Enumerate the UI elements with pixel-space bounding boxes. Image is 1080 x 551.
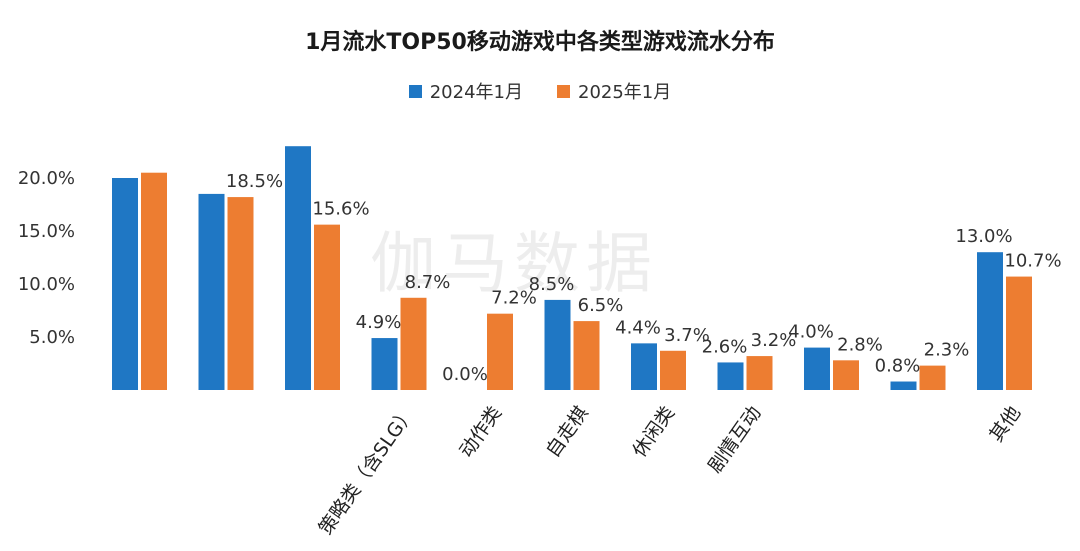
bar-2025 <box>314 224 340 390</box>
bar-2024 <box>631 343 657 390</box>
bar-2024 <box>544 299 571 390</box>
legend-label-2024: 2024年1月 <box>429 82 523 103</box>
data-label: 2.8% <box>837 334 883 355</box>
data-label: 18.5% <box>226 171 283 192</box>
data-label: 3.7% <box>664 325 710 346</box>
y-tick-label: 20.0% <box>18 168 75 189</box>
data-label: 10.7% <box>1004 251 1061 272</box>
x-tick-label: 其他 <box>985 402 1025 446</box>
data-label: 3.2% <box>751 330 797 351</box>
y-tick-label: 15.0% <box>18 221 75 242</box>
legend-item-2024: 2024年1月 <box>408 78 523 104</box>
bar-2025 <box>487 313 513 390</box>
legend-item-2025: 2025年1月 <box>557 78 671 104</box>
y-tick-label: 10.0% <box>18 274 75 295</box>
y-tick-label: 5.0% <box>29 327 75 348</box>
data-label: 2.6% <box>702 336 748 357</box>
bar-2025 <box>141 172 167 390</box>
data-label: 6.5% <box>578 295 624 316</box>
data-label: 4.4% <box>615 317 661 338</box>
data-label: 7.2% <box>491 288 537 309</box>
bar-2025 <box>1006 276 1032 390</box>
bar-2024 <box>371 338 398 390</box>
bar-2024 <box>198 193 225 390</box>
x-tick-label: 剧情互动 <box>704 402 766 477</box>
bar-2025 <box>400 297 427 390</box>
bar-2024 <box>977 252 1003 390</box>
legend-swatch-2025 <box>557 84 570 98</box>
data-label: 0.0% <box>442 364 488 385</box>
bar-2025 <box>660 350 686 390</box>
data-label: 8.7% <box>405 272 451 293</box>
data-label: 4.0% <box>788 322 834 343</box>
bar-2025 <box>573 321 600 390</box>
bar-2024 <box>804 347 830 390</box>
data-label: 8.5% <box>529 274 575 295</box>
x-tick-label: 策略类（含SLG） <box>315 402 420 539</box>
bar-2025 <box>919 365 946 390</box>
x-tick-label: 动作类 <box>455 402 506 461</box>
bar-2025 <box>227 197 254 390</box>
bar-2024 <box>285 146 311 390</box>
bar-2024 <box>717 362 744 390</box>
data-label: 2.3% <box>924 340 970 361</box>
data-label: 4.9% <box>356 312 402 333</box>
data-label: 13.0% <box>955 226 1012 247</box>
legend-label-2025: 2025年1月 <box>578 82 672 103</box>
x-tick-label: 休闲类 <box>628 402 679 461</box>
bar-2025 <box>746 356 773 390</box>
x-tick-label: 自走棋 <box>542 402 593 461</box>
data-label: 0.8% <box>875 356 921 377</box>
data-label: 15.6% <box>312 199 369 220</box>
bar-2024 <box>890 381 917 390</box>
legend: 2024年1月 2025年1月 <box>0 78 1080 104</box>
chart-title: 1月流水TOP50移动游戏中各类型游戏流水分布 <box>305 30 775 55</box>
bar-2024 <box>112 178 138 390</box>
bar-2025 <box>833 360 859 390</box>
legend-swatch-2024 <box>408 84 422 98</box>
